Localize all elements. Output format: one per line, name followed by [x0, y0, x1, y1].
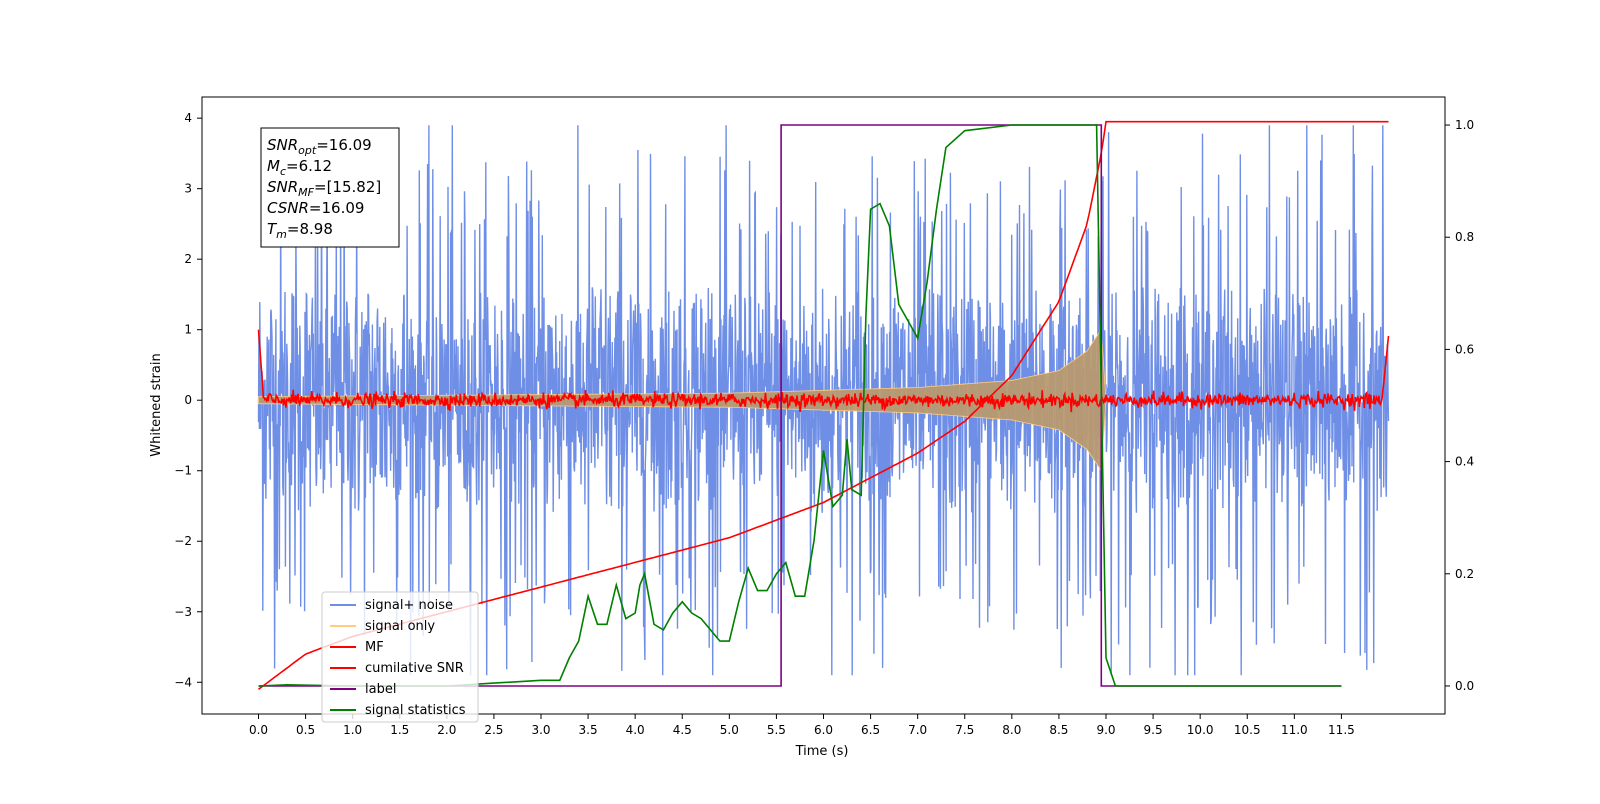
legend: signal+ noise signal only MF cumilative SNR…: [321, 591, 479, 723]
legend-entry: signal statistics: [365, 703, 466, 718]
x-tick-label: 1.0: [343, 723, 362, 737]
y-tick-label: −2: [174, 534, 192, 548]
y2-tick-label: 0.8: [1455, 230, 1474, 244]
x-tick-label: 2.5: [484, 723, 503, 737]
x-tick-label: 9.0: [1096, 723, 1115, 737]
series-mf: [257, 329, 1390, 413]
x-tick-label: 9.5: [1144, 723, 1163, 737]
y2-tick-label: 0.6: [1455, 342, 1474, 356]
y2-tick-label: 0.0: [1455, 679, 1474, 693]
x-tick-label: 4.0: [626, 723, 645, 737]
y-tick-label: −4: [174, 675, 192, 689]
x-tick-label: 4.5: [673, 723, 692, 737]
x-tick-label: 8.0: [1002, 723, 1021, 737]
series-signal-statistics: [258, 124, 1342, 687]
x-tick-label: 0.5: [296, 723, 315, 737]
annotation-line: SNRopt=16.09: [267, 136, 372, 157]
x-axis-label: Time (s): [795, 744, 849, 759]
y-tick-label: 2: [184, 252, 192, 266]
x-tick-label: 6.0: [814, 723, 833, 737]
annotation-box-frame: [260, 127, 400, 248]
x-tick-label: 2.0: [437, 723, 456, 737]
legend-entry: MF: [365, 640, 384, 655]
x-tick-label: 10.0: [1187, 723, 1214, 737]
x-tick-label: 6.5: [861, 723, 880, 737]
y2-tick-label: 0.4: [1455, 455, 1474, 469]
x-tick-label: 11.5: [1328, 723, 1355, 737]
plot-area: [257, 120, 1390, 690]
x-tick-label: 7.0: [908, 723, 927, 737]
x-tick-label: 5.5: [767, 723, 786, 737]
legend-frame: [321, 591, 479, 723]
legend-entry: cumilative SNR: [365, 661, 464, 676]
y-tick-label: −1: [174, 464, 192, 478]
annotation-line: Mc=6.12: [267, 157, 332, 178]
y-tick-label: −3: [174, 605, 192, 619]
x-tick-label: 5.0: [720, 723, 739, 737]
x-tick-label: 10.5: [1234, 723, 1261, 737]
x-tick-label: 8.5: [1049, 723, 1068, 737]
x-tick-label: 3.0: [531, 723, 550, 737]
legend-entry: label: [365, 682, 396, 697]
y-tick-label: 1: [184, 323, 192, 337]
stats-annotation-box: SNRopt=16.09Mc=6.12SNRMF=[15.82]CSNR=16.…: [260, 127, 400, 248]
y-axis-label: Whitened strain: [149, 353, 164, 456]
x-tick-label: 7.5: [955, 723, 974, 737]
axes-ticks: 0.0 0.5 1.0 1.5 2.0 2.5 3.0 3.5 4.0 4.5 5.0 5.5 6.0 6…: [174, 111, 1474, 737]
legend-entry: signal only: [365, 619, 435, 634]
annotation-line: SNRMF=[15.82]: [267, 178, 381, 199]
annotation-line: CSNR=16.09: [267, 199, 364, 217]
legend-entry: signal+ noise: [365, 598, 453, 613]
x-tick-label: 0.0: [249, 723, 268, 737]
y2-tick-label: 1.0: [1455, 118, 1474, 132]
y-tick-label: 4: [184, 111, 192, 125]
x-tick-label: 1.5: [390, 723, 409, 737]
y2-tick-label: 0.2: [1455, 567, 1474, 581]
y-tick-label: 3: [184, 182, 192, 196]
x-tick-label: 11.0: [1281, 723, 1308, 737]
x-tick-label: 3.5: [579, 723, 598, 737]
y-tick-label: 0: [184, 393, 192, 407]
series-signal-noise: [257, 125, 1390, 676]
annotation-line: Tm=8.98: [267, 220, 333, 241]
